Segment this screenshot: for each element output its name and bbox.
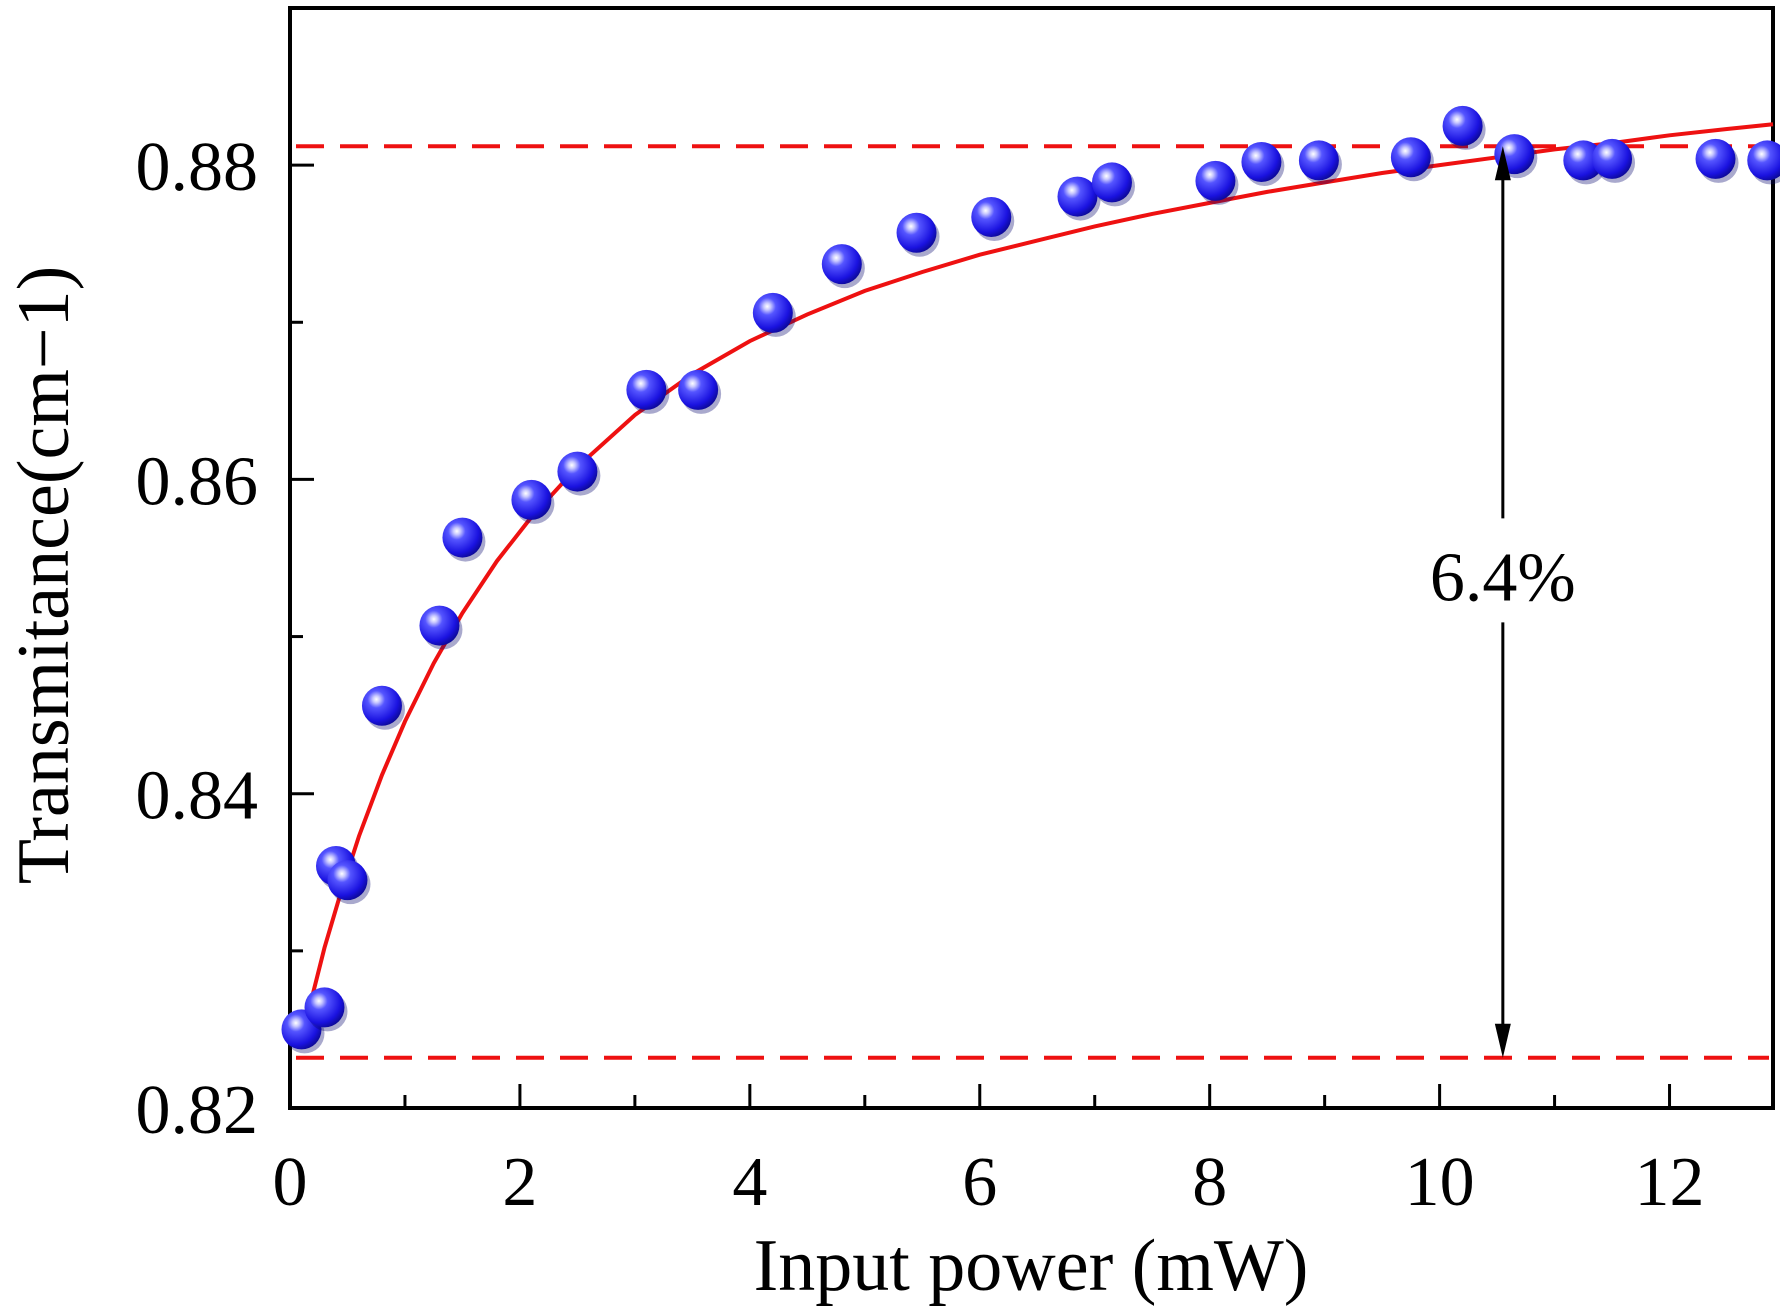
x-tick-label: 12	[1635, 1144, 1705, 1221]
data-point	[1298, 140, 1342, 185]
plot-frame	[288, 6, 1775, 1110]
x-axis: 0 2 4 6 8 10 12	[273, 1084, 1705, 1221]
data-point	[327, 860, 371, 905]
x-tick-label: 2	[502, 1144, 537, 1221]
x-tick-label: 6	[962, 1144, 997, 1221]
x-tick-label: 10	[1405, 1144, 1475, 1221]
data-point	[1241, 142, 1285, 186]
data-point	[304, 987, 348, 1032]
y-tick-label: 0.84	[136, 758, 259, 835]
arrow-head-down	[1494, 1023, 1511, 1058]
data-point	[1695, 138, 1739, 183]
data-point	[1057, 176, 1101, 221]
data-point	[1390, 137, 1434, 182]
data-point	[971, 197, 1015, 241]
x-tick-label: 8	[1192, 1144, 1227, 1221]
y-tick-label: 0.82	[136, 1072, 259, 1149]
data-point	[511, 479, 555, 524]
data-point	[1091, 162, 1135, 207]
data-point	[752, 292, 796, 337]
arrow-head-up	[1494, 146, 1511, 181]
y-tick-label: 0.88	[136, 129, 259, 206]
y-tick-label: 0.86	[136, 443, 259, 520]
data-point	[626, 369, 670, 414]
y-axis-label: Transmitance(cm−1)	[3, 266, 85, 885]
data-point	[1442, 105, 1486, 150]
x-axis-label: Input power (mW)	[754, 1225, 1309, 1307]
annotation: 6.4%	[1430, 146, 1576, 1058]
data-point	[1747, 140, 1780, 185]
data-point	[361, 685, 405, 730]
data-point	[896, 212, 940, 257]
data-point	[1195, 160, 1239, 205]
data-point	[1592, 138, 1636, 183]
data-point	[557, 451, 601, 496]
y-axis: 0.82 0.84 0.86 0.88	[136, 6, 314, 1149]
x-tick-label: 0	[273, 1144, 308, 1221]
percentage-label: 6.4%	[1430, 539, 1576, 616]
reference-lines	[296, 144, 1769, 1060]
data-point	[442, 517, 486, 562]
data-point	[419, 605, 463, 650]
x-tick-label: 4	[732, 1144, 767, 1221]
data-point	[821, 244, 865, 289]
fit-curve	[299, 122, 1774, 1046]
data-point	[678, 369, 722, 414]
data-points	[281, 105, 1780, 1054]
